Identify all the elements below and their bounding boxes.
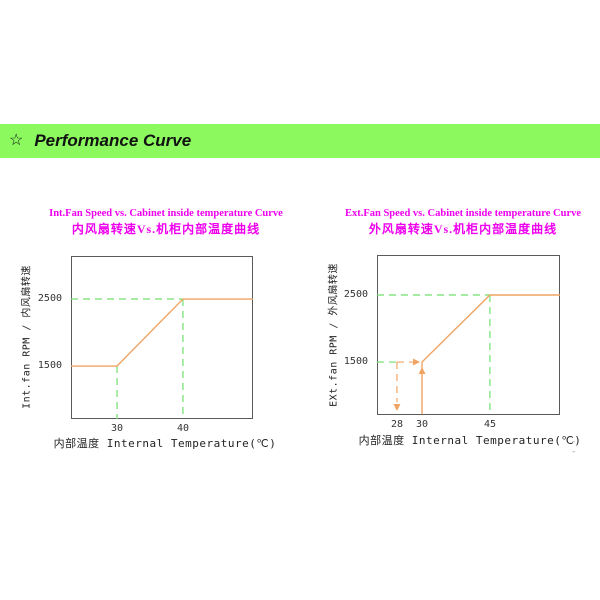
ext-fan-x-axis-label: 内部温度 Internal Temperature(℃) (358, 434, 582, 447)
fan-on-up-arrow (418, 367, 426, 374)
fan-speed-curve (71, 298, 253, 367)
x-tick-40: 40 (176, 423, 190, 434)
int-fan-chart-title: Int.Fan Speed vs. Cabinet inside tempera… (18, 207, 314, 237)
x-tick-30: 30 (415, 419, 429, 430)
stray-marks: - - (571, 437, 582, 457)
section-header: ☆ Performance Curve (0, 124, 600, 158)
ext-fan-plot-area (377, 255, 560, 415)
y-tick-2500: 2500 (343, 289, 368, 300)
ext-fan-y-axis-label: EXt.fan RPM / 外风扇转速 (328, 263, 340, 407)
plot-border (377, 255, 560, 415)
y-tick-1500: 1500 (343, 356, 368, 367)
star-icon: ☆ (9, 132, 24, 149)
plot-border (71, 256, 253, 419)
chart-title-zh: 内风扇转速Vs.机柜内部温度曲线 (71, 222, 261, 237)
fan-off-down-arrow (393, 404, 401, 411)
int-fan-x-axis-label: 内部温度 Internal Temperature(℃) (53, 437, 277, 450)
ext-fan-chart-title: Ext.Fan Speed vs. Cabinet inside tempera… (322, 207, 600, 237)
hysteresis-right-arrow (413, 358, 421, 366)
x-tick-30: 30 (110, 423, 124, 434)
chart-title-en: Ext.Fan Speed vs. Cabinet inside tempera… (344, 208, 582, 219)
int-fan-y-axis-label: Int.fan RPM / 内风扇转速 (21, 265, 33, 409)
y-tick-2500: 2500 (37, 293, 62, 304)
y-tick-1500: 1500 (37, 360, 62, 371)
chart-title-zh: 外风扇转速Vs.机柜内部温度曲线 (368, 222, 558, 237)
x-tick-45: 45 (483, 419, 497, 430)
int-fan-plot-area (71, 256, 253, 419)
chart-title-en: Int.Fan Speed vs. Cabinet inside tempera… (49, 208, 283, 219)
fan-speed-curve (421, 294, 560, 415)
section-title: Performance Curve (34, 131, 192, 150)
x-tick-28: 28 (390, 419, 404, 430)
